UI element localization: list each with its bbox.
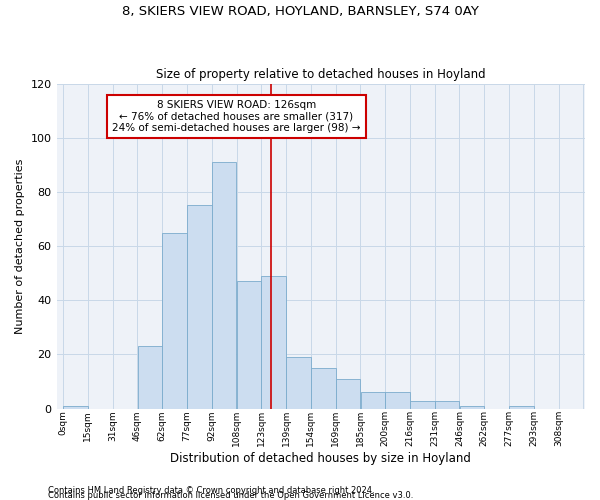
Bar	[435, 400, 460, 408]
Bar	[212, 162, 236, 408]
Y-axis label: Number of detached properties: Number of detached properties	[15, 158, 25, 334]
Title: Size of property relative to detached houses in Hoyland: Size of property relative to detached ho…	[156, 68, 485, 81]
Text: 8, SKIERS VIEW ROAD, HOYLAND, BARNSLEY, S74 0AY: 8, SKIERS VIEW ROAD, HOYLAND, BARNSLEY, …	[122, 5, 478, 18]
Bar	[509, 406, 533, 408]
Text: Contains HM Land Registry data © Crown copyright and database right 2024.: Contains HM Land Registry data © Crown c…	[48, 486, 374, 495]
X-axis label: Distribution of detached houses by size in Hoyland: Distribution of detached houses by size …	[170, 452, 471, 465]
Bar	[187, 206, 212, 408]
Bar	[236, 282, 261, 408]
Bar	[286, 357, 311, 408]
Bar	[385, 392, 410, 408]
Bar	[460, 406, 484, 408]
Bar	[63, 406, 88, 408]
Bar	[163, 232, 187, 408]
Bar	[410, 400, 434, 408]
Bar	[336, 379, 360, 408]
Bar	[262, 276, 286, 408]
Text: 8 SKIERS VIEW ROAD: 126sqm
← 76% of detached houses are smaller (317)
24% of sem: 8 SKIERS VIEW ROAD: 126sqm ← 76% of deta…	[112, 100, 361, 133]
Bar	[311, 368, 335, 408]
Bar	[361, 392, 385, 408]
Bar	[137, 346, 162, 408]
Text: Contains public sector information licensed under the Open Government Licence v3: Contains public sector information licen…	[48, 491, 413, 500]
